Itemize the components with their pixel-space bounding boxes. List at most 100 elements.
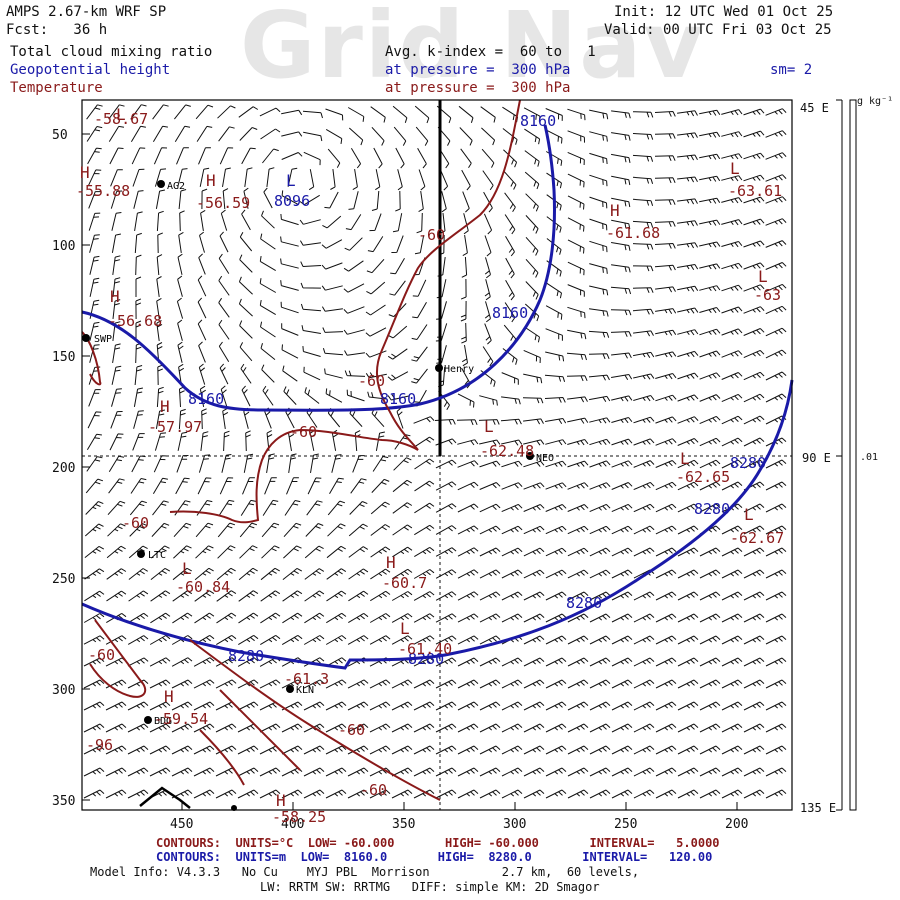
wind-barb [589,152,608,165]
wind-barb [149,723,171,733]
wind-barb [371,190,380,211]
wind-barb [435,591,457,601]
wind-barb [588,374,610,381]
wind-barb [765,371,787,381]
wind-barb [632,220,654,228]
temp-label: -62.65 [676,468,730,486]
wind-barb [589,701,611,711]
wind-barb [765,152,787,160]
wind-barb [567,306,586,319]
wind-barb [721,306,743,314]
wind-barb [677,416,699,424]
wind-barb [677,372,699,380]
wind-barb [413,635,435,645]
y-tick-label: 150 [52,350,75,365]
wind-barb [149,635,171,645]
wind-barb [589,525,611,535]
wind-barb [375,169,381,191]
wind-barb [523,482,545,490]
wind-barb [89,299,100,319]
wind-barb [239,342,253,362]
wind-barb [219,231,229,253]
wind-barb [218,253,230,274]
extrema-letter: L [744,505,754,524]
wind-barb [89,255,100,275]
wind-barb [632,308,654,315]
physics-info: LW: RRTM SW: RRTMG DIFF: simple KM: 2D S… [260,880,600,894]
wind-barb [699,197,721,204]
wind-barb [219,477,234,495]
wind-barb [375,431,386,451]
wind-barb [677,110,698,117]
wind-barb [177,431,188,451]
wind-barb [111,365,122,385]
wind-barb [108,125,125,142]
wind-barb [370,568,391,580]
wind-barb [348,612,369,624]
wind-barb [110,411,123,429]
wind-barb [281,131,303,137]
wind-barb [127,701,149,711]
wind-barb [677,481,699,491]
wind-barb [215,679,237,689]
wind-barb [215,723,237,733]
wind-barb [391,635,413,645]
wind-barb [721,547,743,557]
wind-barb [414,502,435,514]
wind-barb [220,385,228,407]
wind-barb [261,522,280,538]
wind-barb [387,348,408,360]
x-tick-label: 350 [392,817,415,832]
wind-barb [106,590,127,602]
wind-barb [262,499,279,516]
wind-barb [282,590,303,602]
wind-barb [545,129,563,144]
wind-barb [479,460,501,468]
wind-barb [281,789,303,799]
wind-barb [743,767,765,777]
wind-barb [699,503,721,513]
height-label: 8160 [520,112,556,130]
wind-barb [501,569,523,579]
wind-barb [198,147,211,165]
extrema-letter: L [758,267,768,286]
wind-barb [655,416,677,424]
wind-barb [457,393,475,408]
wind-barb [370,524,391,536]
wind-barb [501,439,523,446]
wind-barb [545,789,567,799]
wind-barb [677,657,699,667]
wind-barb [348,523,368,537]
wind-barb [654,111,676,117]
wind-barb [611,745,633,755]
wind-barb [545,635,567,645]
wind-barb [481,127,496,146]
wind-barb [325,789,347,799]
wind-barb [479,591,501,601]
wind-barb [108,478,125,494]
wind-barb [395,147,405,169]
wind-barb [611,525,633,535]
wind-barb [677,285,699,292]
wind-barb [105,723,127,733]
wind-barb [259,767,281,777]
wind-barb [525,258,539,278]
extrema-letter: H [164,687,174,706]
wind-barb [260,567,280,581]
wind-barb [307,477,322,495]
wind-barb [348,191,359,210]
wind-barb [177,253,183,275]
wind-barb [743,284,765,292]
wind-barb [195,522,214,538]
wind-barb [365,327,387,337]
wind-barb [392,524,413,536]
temp-label: -60 [88,646,115,664]
wind-barb [743,745,765,755]
wind-barb [216,567,236,581]
wind-barb [172,567,192,581]
wind-barb [178,408,186,430]
wind-barb [721,284,743,292]
wind-barb [127,657,149,667]
wind-barb [589,196,608,209]
